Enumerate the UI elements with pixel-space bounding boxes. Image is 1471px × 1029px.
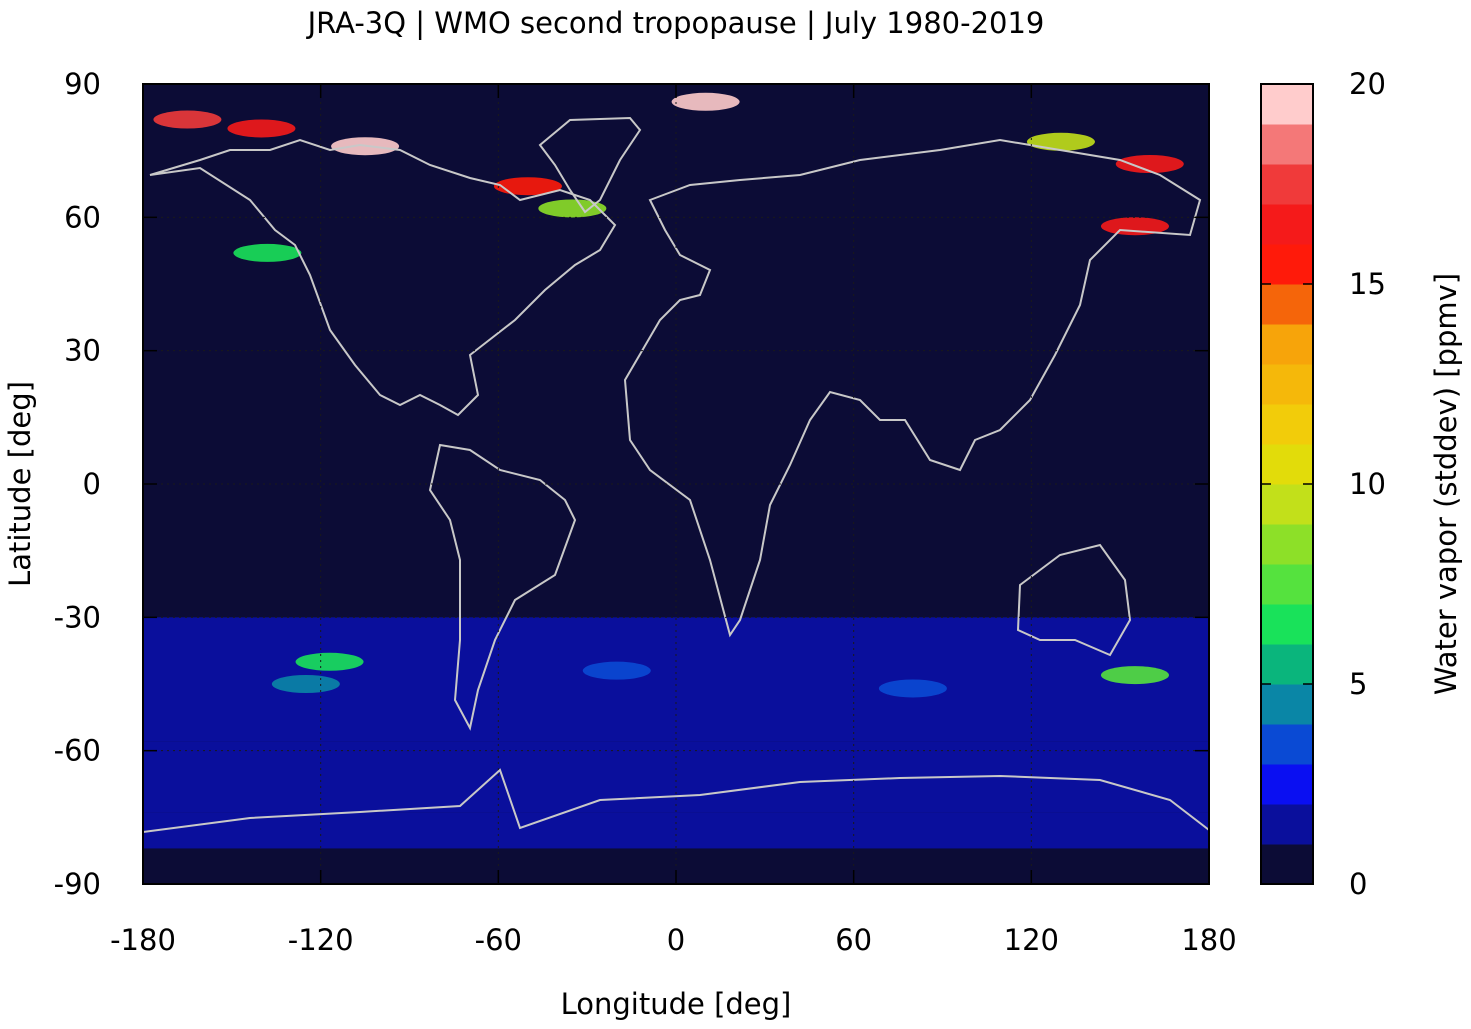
colorbar-segment [1261,724,1313,765]
colorbar-segment [1261,244,1313,285]
y-axis-label: Latitude [deg] [3,381,37,587]
field-hotspot-5 [538,199,607,218]
colorbar-tick-label: 5 [1349,667,1367,701]
field-hotspot-0 [153,110,222,129]
field-hotspot-8 [1026,132,1095,151]
chart-title: JRA-3Q | WMO second tropopause | July 19… [306,6,1045,40]
colorbar-segment [1261,804,1313,845]
colorbar-segment [1261,564,1313,605]
colorbar-segment [1261,644,1313,685]
colorbar-segment [1261,684,1313,725]
field-hotspot-14 [878,679,947,698]
colorbar [1261,83,1313,885]
colorbar-frame [1260,83,1314,885]
y-tick-label: -60 [54,734,101,768]
colorbar-tick-labels: 0 5 10 15 20 [1349,67,1386,901]
x-tick-label: 0 [667,923,685,957]
field-hotspot-13 [582,661,651,680]
colorbar-label: Water vapor (stddev) [ppmv] [1429,273,1463,695]
y-tick-labels: 90 60 30 0 -30 -60 -90 [54,67,101,901]
colorbar-segment [1261,604,1313,645]
colorbar-segment [1261,324,1313,365]
colorbar-segment [1261,164,1313,205]
x-tick-label: 60 [835,923,872,957]
x-tick-labels: -180 -120 -60 0 60 120 180 [110,923,1237,957]
x-tick-label: -60 [475,923,522,957]
field-hotspot-9 [233,243,302,262]
colorbar-segment [1261,404,1313,445]
coastline-south-america [428,443,577,731]
x-tick-label: -120 [288,923,354,957]
x-axis-label: Longitude [deg] [561,987,792,1021]
y-tick-label: 0 [83,467,101,501]
field-hotspot-4 [493,177,562,196]
y-tick-label: -90 [54,867,101,901]
colorbar-segment [1261,84,1313,125]
coastline-antarctica [143,768,1209,833]
field-hotspot-1 [227,119,296,138]
field-hotspot-3 [671,92,740,111]
field-hotspot-10 [295,652,364,671]
field-band-1 [143,812,1209,849]
y-tick-label: 60 [64,200,101,234]
colorbar-tick-label: 15 [1349,267,1386,301]
field-hotspot-11 [271,675,340,693]
x-tick-label: 180 [1181,923,1236,957]
x-tick-label: 120 [1004,923,1059,957]
coastline-north-america [149,138,617,417]
coastline-eurasia-africa [623,138,1202,638]
colorbar-segment [1261,364,1313,405]
colorbar-segment [1261,484,1313,525]
colorbar-tick-label: 10 [1349,467,1386,501]
colorbar-tick-label: 0 [1349,867,1367,901]
y-tick-label: -30 [54,600,101,634]
colorbar-segment [1261,124,1313,165]
y-tick-label: 90 [64,67,101,101]
colorbar-tick-label: 20 [1349,67,1386,101]
colorbar-segment [1261,524,1313,565]
colorbar-segment [1261,764,1313,805]
coastline-australia [1016,543,1132,657]
colorbar-segment [1261,844,1313,885]
axis-ticks [142,83,1210,885]
colorbar-segment [1261,444,1313,485]
field-hotspot-12 [1100,666,1169,685]
field-hotspot-6 [1115,155,1184,173]
coastlines [143,116,1209,833]
colorbar-segment [1261,204,1313,245]
y-tick-label: 30 [64,334,101,368]
coastline-greenland [538,116,642,214]
colorbar-segment [1261,284,1313,325]
x-tick-label: -180 [110,923,176,957]
